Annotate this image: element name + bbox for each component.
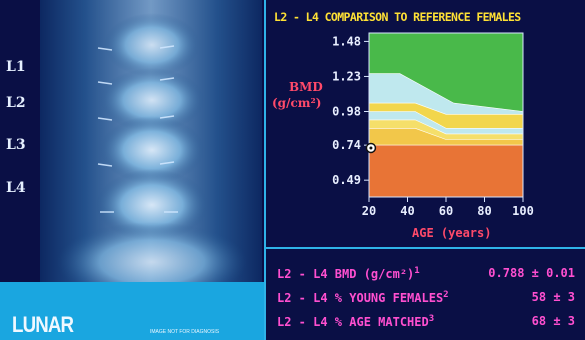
bmd-chart: 1.48 1.23 0.98 0.74 0.49 20 40 60 80 100 (332, 32, 534, 218)
level-label-l1: L1 (6, 59, 26, 75)
y-axis-label-units: (g/cm²) (272, 96, 322, 110)
scan-footer (0, 282, 266, 340)
panel-divider-vertical (264, 0, 266, 340)
patient-data-point-center (369, 146, 373, 150)
y-tick-label: 1.23 (332, 69, 361, 83)
level-label-l2: L2 (6, 95, 26, 111)
disclaimer-text: IMAGE NOT FOR DIAGNOSIS (150, 329, 220, 335)
level-label-l3: L3 (6, 137, 26, 153)
stat-label-young: L2 - L4 % YOUNG FEMALES2 (277, 290, 449, 305)
stat-label-age-matched: L2 - L4 % AGE MATCHED3 (277, 314, 435, 329)
level-label-l4: L4 (6, 180, 26, 196)
x-tick-label: 80 (477, 204, 491, 218)
spine-scan-image (40, 0, 262, 282)
band-orange (368, 144, 524, 198)
y-tick-label: 0.49 (332, 173, 361, 187)
x-tick-label: 100 (512, 204, 534, 218)
stat-value-bmd: 0.788 ± 0.01 (488, 266, 575, 280)
stat-value-young: 58 ± 3 (531, 290, 575, 304)
stat-label-bmd: L2 - L4 BMD (g/cm²)1 (277, 266, 420, 281)
y-tick-label: 0.98 (332, 104, 361, 118)
lunar-logo: LUNAR (12, 312, 74, 337)
y-tick-label: 0.74 (332, 138, 361, 152)
x-tick-label: 60 (439, 204, 453, 218)
panel-divider-horizontal (266, 247, 585, 249)
x-tick-label: 40 (400, 204, 414, 218)
chart-title: L2 - L4 COMPARISON TO REFERENCE FEMALES (274, 10, 521, 24)
stat-value-age-matched: 68 ± 3 (531, 314, 575, 328)
y-tick-label: 1.48 (332, 34, 361, 48)
stats-panel (266, 249, 585, 340)
x-tick-label: 20 (362, 204, 376, 218)
y-axis-label-bmd: BMD (289, 80, 323, 94)
x-axis-title: AGE (years) (412, 226, 492, 240)
